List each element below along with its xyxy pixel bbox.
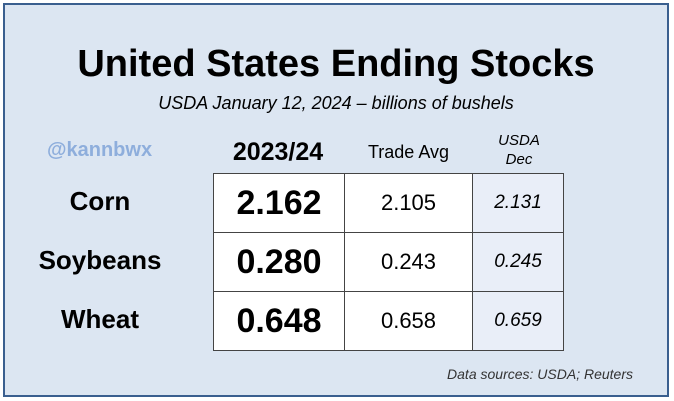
row-label-corn: Corn: [69, 186, 131, 216]
column-header-usda-dec: USDA Dec: [474, 131, 564, 169]
cell-soybeans-usda-dec: 0.245: [472, 232, 564, 292]
column-header-usda-line2: Dec: [505, 151, 533, 168]
subtitle: USDA January 12, 2024 – billions of bush…: [158, 93, 514, 113]
column-header-trade-avg: Trade Avg: [367, 142, 450, 162]
cell-wheat-usda-dec: 0.659: [472, 291, 564, 351]
cell-wheat-2023-24: 0.648: [213, 291, 345, 351]
infographic-panel: United States Ending Stocks USDA January…: [3, 3, 669, 397]
row-label-soybeans: Soybeans: [38, 245, 162, 275]
data-source-note: Data sources: USDA; Reuters: [447, 366, 633, 382]
author-handle: @kannbwx: [47, 139, 153, 161]
page-title: United States Ending Stocks: [77, 43, 595, 85]
cell-corn-trade-avg: 2.105: [344, 173, 473, 233]
stocks-table: 2.162 2.105 2.131 0.280 0.243 0.245 0.64…: [213, 173, 564, 351]
cell-wheat-trade-avg: 0.658: [344, 291, 473, 351]
table-row: 0.280 0.243 0.245: [213, 232, 564, 292]
cell-corn-usda-dec: 2.131: [472, 173, 564, 233]
table-row: 0.648 0.658 0.659: [213, 291, 564, 351]
cell-soybeans-2023-24: 0.280: [213, 232, 345, 292]
table-row: 2.162 2.105 2.131: [213, 173, 564, 233]
row-label-wheat: Wheat: [61, 304, 139, 334]
cell-soybeans-trade-avg: 0.243: [344, 232, 473, 292]
column-header-usda-line1: USDA: [498, 132, 540, 149]
cell-corn-2023-24: 2.162: [213, 173, 345, 233]
column-header-2023-24: 2023/24: [232, 138, 324, 166]
